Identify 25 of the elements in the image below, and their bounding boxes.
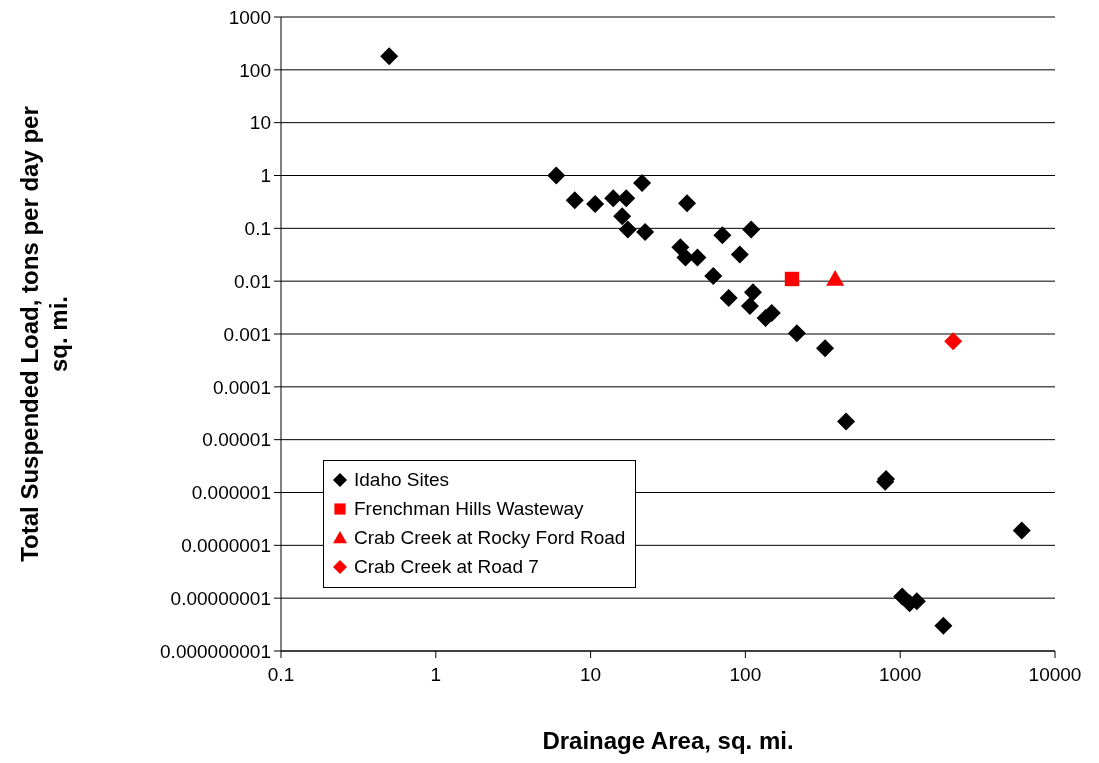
- y-tick-label: 0.000000001: [160, 640, 271, 662]
- y-tick-label: 0.0000001: [181, 535, 271, 557]
- x-tick-label: 0.1: [267, 664, 295, 686]
- legend-label: Crab Creek at Road 7: [354, 555, 539, 578]
- y-tick-label: 10: [249, 112, 271, 134]
- y-tick-label: 0.000001: [191, 482, 271, 504]
- x-tick-label: 1000: [879, 664, 922, 686]
- y-tick-label: 0.00001: [202, 429, 271, 451]
- legend-label: Idaho Sites: [354, 468, 450, 491]
- y-tick-label: 0.1: [244, 218, 271, 240]
- x-axis-title: Drainage Area, sq. mi.: [542, 727, 794, 754]
- x-tick-label: 10000: [1028, 664, 1082, 686]
- y-tick-label: 0.0001: [212, 376, 271, 398]
- y-tick-label: 0.00000001: [170, 587, 271, 609]
- x-tick-label: 100: [729, 664, 762, 686]
- x-tick-label: 10: [580, 664, 602, 686]
- legend-label: Crab Creek at Rocky Ford Road: [354, 526, 626, 549]
- y-tick-label: 0.01: [234, 270, 271, 292]
- y-tick-label: 1: [260, 165, 271, 187]
- y-tick-label: 0.001: [223, 323, 271, 345]
- legend-label: Frenchman Hills Wasteway: [354, 497, 584, 520]
- y-tick-label: 100: [239, 59, 271, 81]
- y-axis-title: Total Suspended Load, tons per day per sq. mi.: [16, 106, 72, 562]
- y-tick-label: 1000: [228, 6, 271, 28]
- x-tick-label: 1: [430, 664, 442, 686]
